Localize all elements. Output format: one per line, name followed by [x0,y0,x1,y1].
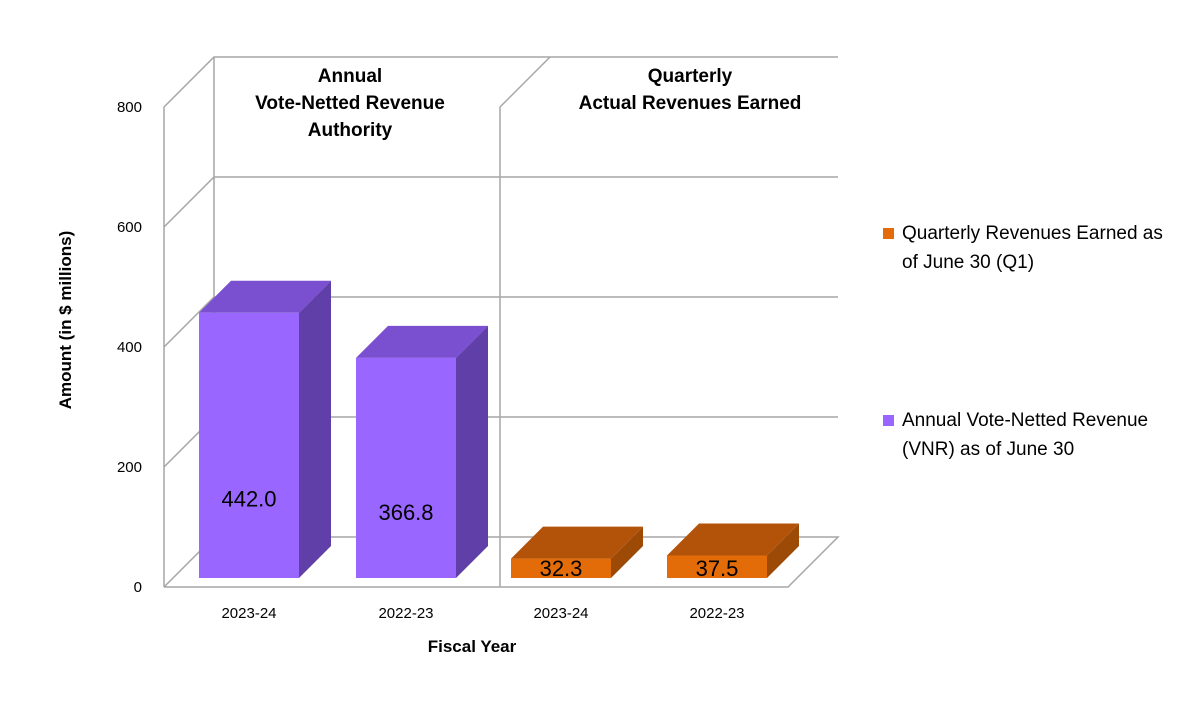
section-title-line: Actual Revenues Earned [579,93,802,114]
floor [163,536,840,588]
data-label: 366.8 [378,500,433,525]
bar [511,526,643,578]
x-tick-label: 2022-23 [689,605,744,622]
section-title-line: Vote-Netted Revenue [255,93,445,114]
bar-front [356,357,456,578]
bar [356,325,488,578]
y-tick-label: 200 [117,459,142,476]
legend-item: Annual Vote-Netted Revenue (VNR) as of Ju… [883,410,1148,460]
y-axis-ticks: 0 200 400 600 800 [117,99,142,596]
x-tick-label: 2023-24 [221,605,276,622]
plot-grid [163,56,840,588]
section-titles: Annual Vote-Netted Revenue Authority Quarte… [255,66,801,141]
legend-label: of June 30 (Q1) [902,252,1034,273]
x-axis-ticks: 2023-24 2022-23 2023-24 2022-23 [221,605,744,622]
bar-top [356,325,488,358]
section-title-line: Quarterly [648,66,733,87]
legend-label: (VNR) as of June 30 [902,439,1074,460]
bar-front [667,555,767,578]
y-tick-label: 600 [117,219,142,236]
data-label: 37.5 [696,556,739,581]
bar-front [511,558,611,578]
bar-side [611,526,643,578]
bar-top [511,526,643,559]
bar-side [456,325,488,578]
legend: Quarterly Revenues Earned as of June 30 (… [883,223,1163,460]
bar-side [767,523,799,578]
section-divider-top [499,56,551,108]
bar [199,280,331,578]
section-title-line: Annual [318,66,382,87]
bar-front [199,312,299,578]
y-axis-title: Amount (in $ millions) [56,231,75,410]
y-tick-label: 0 [134,579,142,596]
data-labels: 442.0 366.8 32.3 37.5 [221,486,738,581]
x-tick-label: 2022-23 [378,605,433,622]
bar [667,523,799,578]
legend-item: Quarterly Revenues Earned as of June 30 (… [883,223,1163,273]
data-label: 32.3 [540,556,583,581]
y-tick-label: 800 [117,99,142,116]
x-axis-title: Fiscal Year [428,637,517,656]
y-tick-label: 400 [117,339,142,356]
legend-label: Annual Vote-Netted Revenue [902,410,1148,431]
legend-label: Quarterly Revenues Earned as [902,223,1163,244]
bar-top [667,523,799,556]
gridline [163,176,838,228]
section-title-line: Authority [308,120,393,141]
legend-swatch [883,228,894,239]
bar-top [199,280,331,313]
x-tick-label: 2023-24 [533,605,588,622]
bar-side [299,280,331,578]
legend-swatch [883,415,894,426]
data-label: 442.0 [221,486,276,511]
bars [199,280,799,578]
